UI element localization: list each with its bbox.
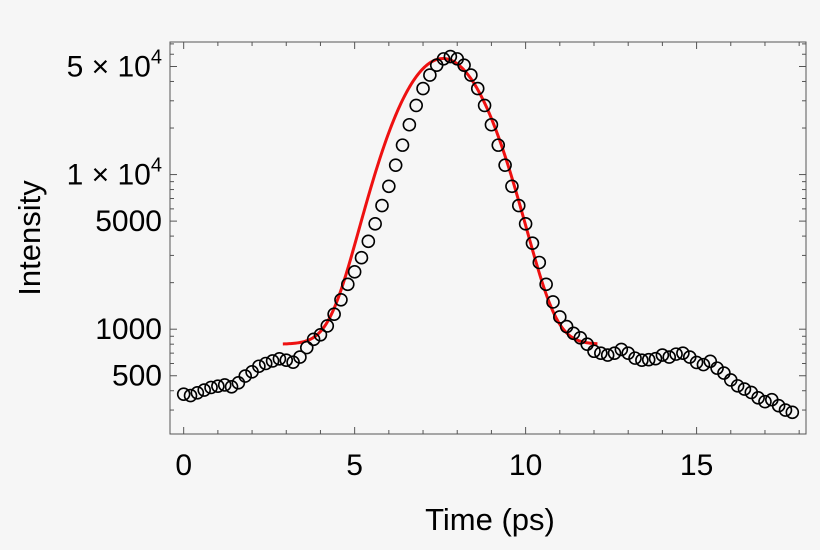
x-tick-label: 0 [175,449,192,482]
data-point [648,351,663,366]
data-point [402,117,417,132]
x-tick-label: 15 [680,449,713,482]
data-point [491,138,506,152]
data-point [621,346,635,360]
data-point [197,383,211,397]
data-point [224,380,239,394]
data-point [361,234,376,249]
data-point [785,405,800,420]
data-point [265,354,280,368]
data-point [607,346,622,360]
data-point [217,378,232,392]
data-point [176,387,191,401]
data-point [525,236,540,250]
data-point [443,49,458,64]
data-point [327,307,341,322]
data-point [388,158,403,172]
data-point [436,52,451,66]
data-point [580,337,594,351]
data-point [320,319,335,333]
data-point [689,355,704,370]
data-point [423,68,437,82]
data-point [279,353,294,368]
data-point [484,117,499,132]
data-point [635,353,649,368]
data-point [477,98,492,113]
data-point [368,217,382,231]
x-axis-label: Time (ps) [425,502,555,537]
data-point [306,332,321,347]
data-point [778,403,793,417]
plot-frame [169,41,807,435]
data-point [293,350,307,364]
data-point [751,391,765,405]
x-tick-label: 5 [346,449,363,482]
y-tick-label: 1000 [95,313,162,346]
data-point [375,198,389,213]
data-point [737,382,752,396]
data-point [703,354,718,369]
data-point [553,310,567,324]
data-point [238,369,253,383]
data-point [395,138,410,152]
data-point [299,340,314,355]
x-tick-label: 10 [509,449,542,482]
data-point [662,350,677,364]
data-point [518,217,533,231]
y-tick-label: 500 [112,360,162,393]
data-point [190,385,205,400]
data-point [614,342,629,357]
data-point [457,58,471,72]
data-point [771,398,786,413]
data-point [347,265,362,279]
data-point [470,81,485,96]
data-point [566,326,581,341]
data-point [641,352,656,367]
y-tick-label: 5 × 104 [67,46,162,83]
data-point [559,319,574,334]
data-point [272,352,287,366]
data-point [669,347,683,361]
data-point [286,355,300,369]
data-point [505,179,519,194]
y-tick-label: 1 × 104 [67,155,162,192]
data-point [416,81,430,96]
y-tick-label: 5000 [95,205,162,238]
data-point [594,346,608,360]
data-point [696,357,711,372]
data-point [334,292,348,307]
data-point [710,361,724,375]
data-point [655,348,670,362]
fit-line [282,57,598,346]
y-axis-label: Intensity [12,180,47,296]
data-point [676,346,690,360]
scatter-points [176,49,800,420]
axis-ticks: 0 5 10 15 500 1000 5000 1 × 104 5 × 104 [67,42,806,482]
data-point [539,277,553,292]
data-point [600,348,615,362]
data-point [204,380,218,395]
data-point [758,394,772,409]
data-point [587,344,601,359]
data-point [382,179,396,194]
data-point [717,366,731,380]
data-point [511,198,526,213]
data-point [409,98,423,113]
fit-layer [282,57,598,346]
data-point [730,379,745,393]
data-point [183,388,198,403]
data-point [464,68,478,82]
data-point [546,295,560,309]
data-point [341,277,355,292]
data-point [532,255,547,270]
data-point [231,376,246,390]
data-point [498,158,512,172]
data-point [211,379,225,393]
data-point [252,359,266,374]
data-point [628,351,642,365]
data-point [313,327,328,342]
data-point [258,356,273,371]
data-point [354,250,369,265]
